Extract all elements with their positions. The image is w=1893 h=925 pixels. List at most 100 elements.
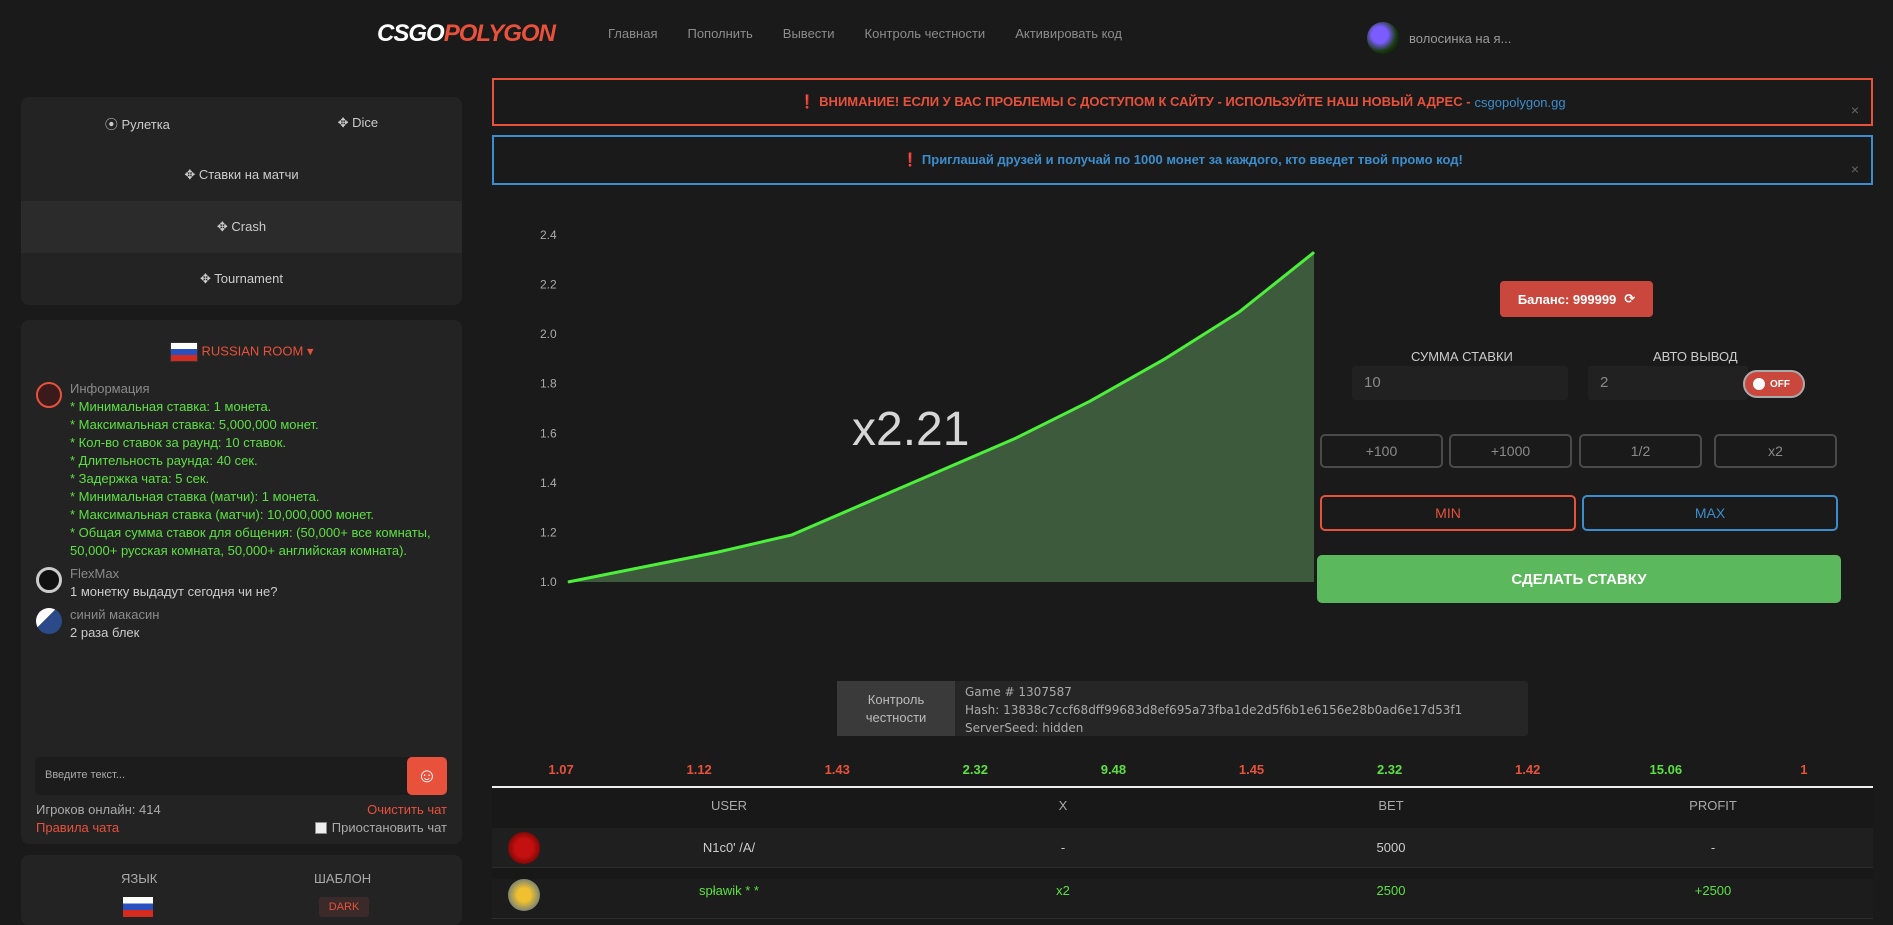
nav-home[interactable]: Главная <box>608 26 658 41</box>
menu-matches[interactable]: ✥ Ставки на матчи <box>184 167 299 182</box>
y-tick-label: 2.0 <box>540 327 557 341</box>
crash-chart: 1.0 1.2 1.4 1.6 1.8 2.0 2.2 2.4 <box>530 220 1320 600</box>
russia-flag-icon <box>169 342 198 362</box>
chat-rules-link[interactable]: Правила чата <box>36 820 120 835</box>
col-profit: PROFIT <box>1689 798 1737 813</box>
chart-point <box>1313 251 1315 253</box>
pause-chat[interactable]: Приостановить чат <box>314 820 447 835</box>
chart-point <box>865 502 867 504</box>
language-label: ЯЗЫК <box>121 871 158 886</box>
history-item: 15.06 <box>1649 762 1683 777</box>
nav-fairness[interactable]: Контроль честности <box>864 26 986 41</box>
menu-crash[interactable]: ✥ Crash <box>21 201 462 253</box>
alert-referral: ❗ Приглашай друзей и получай по 1000 мон… <box>492 135 1873 185</box>
top-bar: CSGOPOLYGON Главная Пополнить Вывести Ко… <box>0 0 1893 70</box>
game-number: Game # 1307587 <box>965 685 1072 699</box>
crash-history: 1.07 1.12 1.43 2.32 9.48 1.45 2.32 1.42 15.06 1 <box>492 762 1873 788</box>
auto-cashout-input[interactable]: 2 <box>1588 366 1748 400</box>
online-count: Игроков онлайн: 414 <box>36 802 161 817</box>
y-tick-label: 2.2 <box>540 278 557 292</box>
bet-amount-input[interactable]: 10 <box>1352 366 1568 400</box>
template-dark-button[interactable]: DARK <box>319 897 369 917</box>
chart-point <box>1238 311 1240 313</box>
nav-activate-code[interactable]: Активировать код <box>1015 26 1122 41</box>
emoji-button[interactable]: ☺ <box>407 757 447 795</box>
y-tick-label: 1.0 <box>540 575 557 589</box>
games-menu: ⦿ Рулетка ✥ Dice ✥ Ставки на матчи ✥ Cra… <box>21 97 462 305</box>
chart-point <box>716 551 718 553</box>
add-100-button[interactable]: +100 <box>1320 434 1443 468</box>
current-multiplier: x2.21 <box>852 403 970 456</box>
history-item: 2.32 <box>962 762 988 777</box>
y-tick-label: 1.6 <box>540 426 557 440</box>
room-selector[interactable]: RUSSIAN ROOM ▾ <box>21 342 462 362</box>
balance-button[interactable]: Баланс: 999999 ⟳ <box>1500 281 1653 317</box>
max-button[interactable]: MAX <box>1582 495 1838 531</box>
col-bet: BET <box>1378 798 1404 813</box>
avatar <box>508 832 540 864</box>
chat-input[interactable]: Введите текст... <box>35 757 415 795</box>
pause-checkbox[interactable] <box>314 821 327 834</box>
new-address-link[interactable]: csgopolygon.gg <box>1474 94 1566 110</box>
site-logo[interactable]: CSGOPOLYGON <box>377 20 556 47</box>
avatar <box>36 567 62 593</box>
avatar <box>36 608 62 634</box>
history-item: 9.48 <box>1100 762 1127 777</box>
y-tick-label: 1.4 <box>540 476 557 490</box>
y-tick-label: 1.2 <box>540 525 557 539</box>
menu-roulette[interactable]: ⦿ Рулетка <box>104 116 170 132</box>
auto-cashout-label: АВТО ВЫВОД <box>1653 349 1738 364</box>
table-row: N1c0' /A/ - 5000 - <box>492 828 1873 868</box>
settings-panel: ЯЗЫК ШАБЛОН DARK <box>21 855 462 925</box>
crash-chart-svg: 1.0 1.2 1.4 1.6 1.8 2.0 2.2 2.4 <box>540 228 1315 589</box>
y-tick-label: 1.8 <box>540 377 557 391</box>
place-bet-button[interactable]: СДЕЛАТЬ СТАВКУ <box>1317 555 1841 603</box>
y-tick-label: 2.4 <box>540 228 557 242</box>
fairness-label[interactable]: Контроль честности <box>837 681 955 736</box>
bet-amount-label: СУММА СТАВКИ <box>1411 349 1513 364</box>
history-item: 1.45 <box>1238 762 1265 777</box>
col-x: X <box>1058 798 1068 813</box>
table-row: spławik * * x2 2500 +2500 <box>492 879 1873 919</box>
username: волосинка на я... <box>1409 30 1512 46</box>
toggle-knob <box>1753 378 1765 390</box>
nav-deposit[interactable]: Пополнить <box>687 26 753 41</box>
min-button[interactable]: MIN <box>1320 495 1576 531</box>
chart-point <box>940 469 942 471</box>
bets-table: USER X BET PROFIT N1c0' /A/ - 5000 - spł… <box>492 790 1873 919</box>
double-button[interactable]: x2 <box>1714 434 1837 468</box>
col-user: USER <box>710 798 748 813</box>
chart-point <box>642 566 644 568</box>
close-icon[interactable]: × <box>1850 102 1859 118</box>
history-item: 1.12 <box>686 762 712 777</box>
menu-tournament[interactable]: ✥ Tournament <box>200 271 283 286</box>
template-label: ШАБЛОН <box>314 871 372 886</box>
history-item: 1.07 <box>548 762 574 777</box>
refresh-icon: ⟳ <box>1624 291 1636 306</box>
user-menu[interactable]: волосинка на я... <box>1367 22 1511 54</box>
close-icon[interactable]: × <box>1850 161 1859 177</box>
chart-point <box>1164 358 1166 360</box>
main-nav: Главная Пополнить Вывести Контроль честн… <box>608 26 1122 41</box>
fairness-box: Контроль честности Game # 1307587 Hash: 1… <box>837 681 1528 736</box>
avatar <box>1367 22 1399 54</box>
history-item: 1.43 <box>824 762 850 777</box>
history-item: 1 <box>1800 762 1808 777</box>
half-button[interactable]: 1/2 <box>1579 434 1702 468</box>
caret-down-icon: ▾ <box>306 343 314 359</box>
chat-message: Информация * Минимальная ставка: 1 монет… <box>36 380 431 560</box>
chart-point <box>791 534 793 536</box>
alert-new-address: ❗ ВНИМАНИЕ! ЕСЛИ У ВАС ПРОБЛЕМЫ С ДОСТУП… <box>492 78 1873 126</box>
clear-chat-link[interactable]: Очистить чат <box>367 802 447 817</box>
smile-icon: ☺ <box>416 765 438 787</box>
chat-panel: RUSSIAN ROOM ▾ Информация * Минимальная … <box>21 320 462 844</box>
nav-withdraw[interactable]: Вывести <box>782 26 835 41</box>
auto-cashout-toggle[interactable]: OFF <box>1743 370 1805 398</box>
chat-message: синий макасин 2 раза блек <box>36 606 159 642</box>
chart-point <box>567 581 569 583</box>
menu-dice[interactable]: ✥ Dice <box>337 115 379 130</box>
add-1000-button[interactable]: +1000 <box>1449 434 1572 468</box>
russia-flag-icon[interactable] <box>123 897 153 917</box>
history-item: 1.42 <box>1515 762 1541 777</box>
chart-area <box>568 252 1314 582</box>
